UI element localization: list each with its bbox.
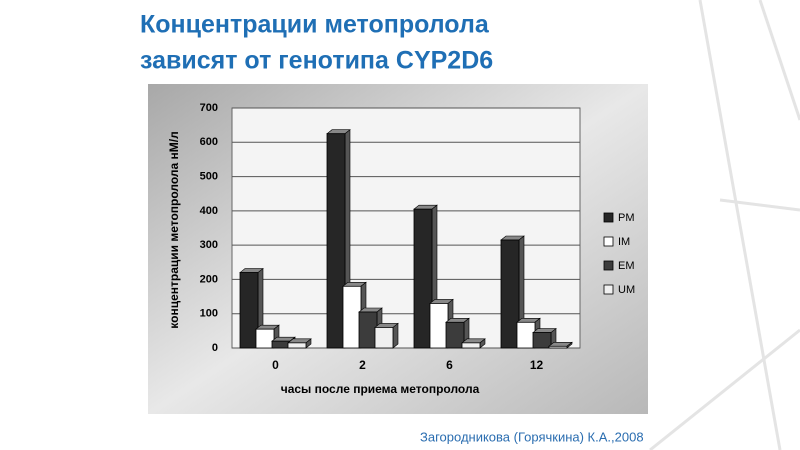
y-tick-label: 400 [200, 205, 218, 217]
y-axis-title: концентрации метопролола нМ/л [167, 131, 181, 328]
bar [358, 311, 378, 349]
legend-swatch [603, 236, 614, 247]
x-axis-title: часы после приема метопролола [281, 382, 480, 396]
bar [516, 321, 536, 349]
y-tick-label: 300 [200, 239, 218, 251]
bar [239, 272, 259, 349]
bar [326, 133, 346, 349]
bar [500, 239, 520, 349]
bar [271, 340, 291, 349]
legend-swatch [603, 260, 614, 271]
bar [255, 328, 275, 349]
plot-area [231, 107, 581, 349]
y-tick-label: 700 [200, 102, 218, 114]
bar [461, 342, 481, 349]
legend-label: PM [618, 212, 635, 224]
y-tick-label: 200 [200, 273, 218, 285]
y-tick-label: 600 [200, 136, 218, 148]
legend-swatch [603, 212, 614, 223]
x-tick-label: 6 [446, 358, 453, 372]
title-line: Концентрации метопролола [140, 11, 490, 39]
bar-side [392, 322, 399, 349]
legend-label: UM [618, 284, 635, 296]
bar [374, 327, 394, 349]
decoration [649, 0, 800, 450]
y-tick-label: 0 [212, 342, 218, 354]
bar [342, 285, 362, 349]
x-tick-label: 2 [359, 358, 366, 372]
bar [287, 342, 307, 349]
bar [532, 332, 552, 349]
y-tick-label: 500 [200, 170, 218, 182]
bar [548, 345, 568, 349]
source: Загородникова (Горячкина) К.А.,2008 [420, 429, 644, 444]
legend-label: IM [618, 236, 630, 248]
title-line: зависят от генотипа CYP2D6 [140, 47, 493, 75]
y-tick-label: 100 [200, 308, 218, 320]
x-tick-label: 12 [530, 358, 544, 372]
legend-label: EM [618, 260, 635, 272]
x-tick-label: 0 [272, 358, 279, 372]
legend-swatch [603, 284, 614, 295]
bar [429, 303, 449, 349]
bar [413, 208, 433, 349]
bar [445, 321, 465, 349]
